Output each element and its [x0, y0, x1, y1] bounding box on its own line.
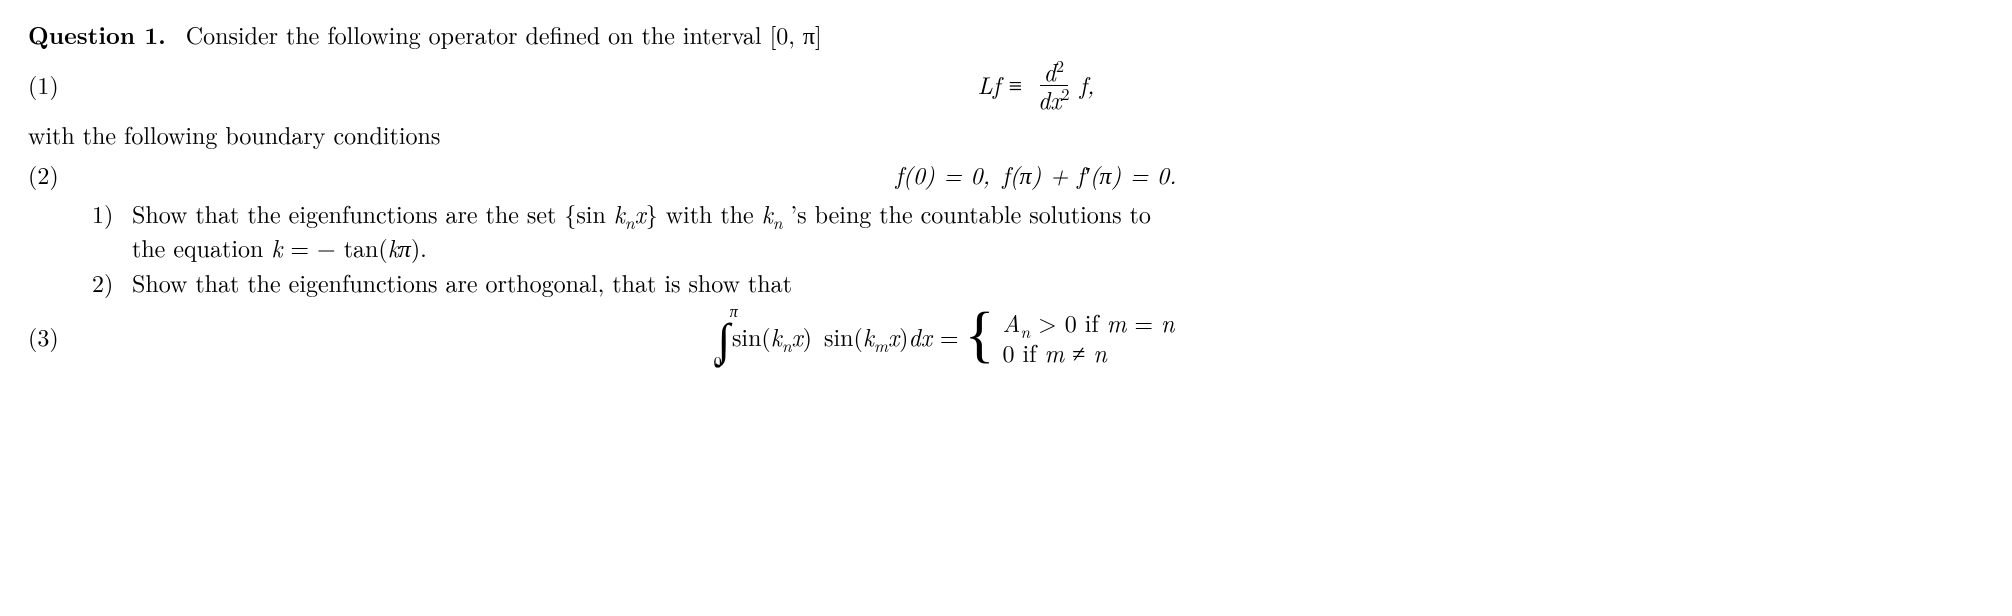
part-1-eq: k = − tan(kπ).: [271, 230, 426, 264]
brace-icon: {: [965, 313, 995, 357]
eq3-cases: { An > 0 if m = n 0 if m ≠ n: [965, 307, 1175, 367]
question-label: Question 1.: [28, 18, 166, 52]
equation-1-number: (1): [28, 68, 88, 102]
equation-3-row: (3) π ∫ 0 sin(knx) sin(kmx)dx = { An > 0…: [28, 304, 1984, 370]
integral-symbol: π ∫ 0: [717, 304, 730, 370]
question-heading-line: Question 1. Consider the following opera…: [28, 18, 1984, 53]
equation-2: f(0) = 0, f(π) + f′(π) = 0.: [88, 158, 1984, 192]
interval: [0, π]: [770, 17, 822, 51]
part-1-kn: kn: [762, 196, 791, 230]
equation-1: Lf ≡ d2 dx2 f,: [88, 59, 1984, 112]
eq2-b: f(π) + f′(π) = 0.: [1002, 158, 1176, 192]
part-2: 2) Show that the eigenfunctions are orth…: [92, 266, 1984, 300]
equation-1-row: (1) Lf ≡ d2 dx2 f,: [28, 59, 1984, 112]
eq3-integrand: sin(knx) sin(kmx)dx =: [732, 320, 959, 354]
int-upper: π: [730, 304, 738, 319]
eq1-fraction: d2 dx2: [1034, 59, 1074, 112]
question-block: Question 1. Consider the following opera…: [0, 0, 2012, 616]
case-2: 0 if m ≠ n: [1003, 337, 1175, 367]
eq1-frac-den: dx2: [1034, 86, 1074, 112]
case-1: An > 0 if m = n: [1003, 307, 1175, 337]
equation-3: π ∫ 0 sin(knx) sin(kmx)dx = { An > 0 if …: [0, 304, 1894, 370]
int-lower: 0: [714, 355, 722, 370]
part-1-set: {sin knx}: [564, 196, 665, 230]
parts-list: 1) Show that the eigenfunctions are the …: [92, 197, 1984, 300]
equation-2-row: (2) f(0) = 0, f(π) + f′(π) = 0.: [28, 158, 1984, 192]
part-2-label: 2): [92, 266, 132, 300]
eq3-integral: π ∫ 0 sin(knx) sin(kmx)dx =: [717, 304, 958, 370]
bc-intro: with the following boundary conditions: [28, 118, 1984, 152]
part-1-label: 1): [92, 197, 132, 264]
question-intro: Consider the following operator defined …: [174, 17, 822, 51]
part-1-body: Show that the eigenfunctions are the set…: [132, 197, 1984, 264]
eq1-equiv: ≡: [1008, 68, 1022, 102]
eq2-a: f(0) = 0,: [896, 158, 1003, 192]
eq1-tail: f,: [1080, 68, 1095, 102]
equation-2-number: (2): [28, 158, 88, 192]
eq1-lhs: Lf: [978, 68, 1001, 102]
part-2-body: Show that the eigenfunctions are orthogo…: [132, 266, 1984, 300]
case-lines: An > 0 if m = n 0 if m ≠ n: [1003, 307, 1175, 367]
part-1: 1) Show that the eigenfunctions are the …: [92, 197, 1984, 264]
